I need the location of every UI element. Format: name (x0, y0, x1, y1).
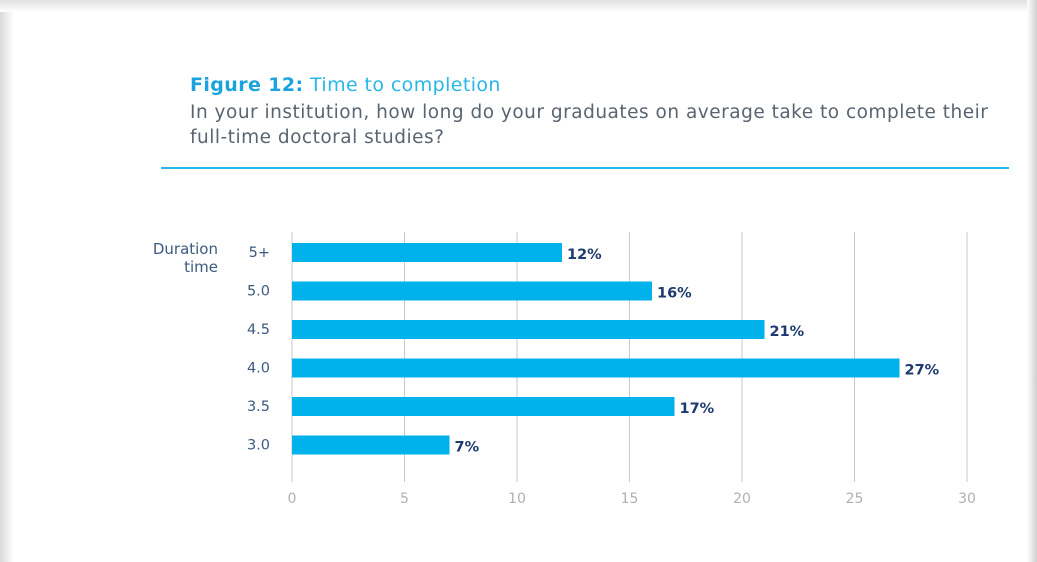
bar (292, 435, 450, 455)
category-label: 5+ (249, 245, 270, 261)
x-tick-label: 25 (846, 491, 864, 507)
category-label: 4.5 (247, 322, 270, 338)
figure-title: Time to completion (309, 74, 501, 96)
category-axis-title: Duration time (152, 240, 218, 276)
data-label: 17% (680, 401, 715, 417)
x-tick-label: 30 (958, 491, 976, 507)
data-label: 12% (567, 247, 602, 263)
page-frame-top-edge (0, 0, 1037, 12)
data-label: 27% (905, 363, 940, 379)
x-tick-label: 15 (621, 491, 639, 507)
data-label: 7% (455, 440, 480, 456)
category-label: 4.0 (247, 361, 270, 377)
figure-number: Figure 12: (190, 74, 304, 96)
x-tick-label: 0 (288, 491, 297, 507)
category-label: 3.0 (247, 438, 270, 454)
title-divider-rule (161, 167, 1009, 169)
bar (292, 397, 675, 416)
figure-subtitle: In your institution, how long do your gr… (190, 102, 989, 148)
category-label: 3.5 (247, 399, 270, 415)
bar (292, 243, 562, 262)
x-tick-label: 10 (508, 491, 526, 507)
data-label: 21% (770, 324, 805, 340)
x-tick-label: 5 (400, 491, 409, 507)
page-frame-left-edge (0, 0, 14, 562)
x-tick-label: 20 (733, 491, 751, 507)
page-frame-right-edge (1027, 0, 1037, 562)
category-label: 5.0 (247, 284, 270, 300)
bar (292, 281, 652, 301)
figure-title-line: Figure 12: Time to completion (190, 74, 501, 96)
bar (292, 320, 765, 339)
data-label: 16% (657, 286, 692, 302)
bar (292, 358, 900, 378)
